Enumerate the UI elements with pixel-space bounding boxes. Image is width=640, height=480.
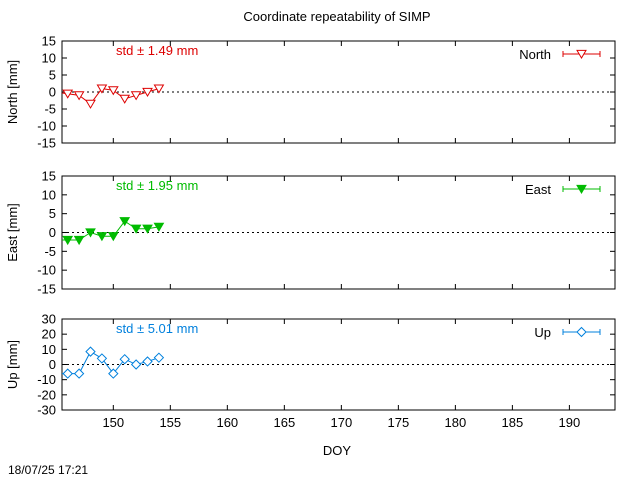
series-line-east [62,220,159,241]
data-point [62,89,74,99]
data-point [130,359,142,370]
x-tick-label: 155 [159,415,181,430]
data-point [85,346,96,357]
data-point [153,84,165,94]
y-tick-label: 5 [49,68,56,83]
data-point [85,228,96,238]
y-tick-label: 10 [42,187,56,202]
legend-marker [576,49,587,60]
y-tick-label: -5 [44,244,56,259]
data-point [73,368,85,379]
data-point [96,232,108,242]
y-tick-label: -5 [44,102,56,117]
timestamp: 18/07/25 17:21 [8,463,88,477]
data-point [73,91,85,101]
x-tick-label: 190 [559,415,581,430]
data-point [107,232,119,242]
legend-label: Up [534,325,551,340]
panel-east: 15 10 5 0 -5 -10 -15 East [mm] East std ± 1.95 mm [5,169,616,297]
x-tick-label: 165 [273,415,295,430]
legend-label: North [519,47,551,62]
y-tick-label: 10 [42,342,56,357]
y-tick-label: 0 [49,225,56,240]
panel-north: 15 10 5 0 -5 -10 -15 North [mm] North std ± 1.49 … [5,34,616,151]
data-point [119,217,131,227]
data-point [96,353,108,364]
data-point [142,224,153,234]
data-point [142,356,153,367]
y-axis-label: North [mm] [5,60,20,124]
std-annotation: std ± 1.49 mm [116,43,198,58]
std-annotation: std ± 1.95 mm [116,178,198,193]
data-point [108,368,119,379]
y-tick-label: -10 [37,372,56,387]
y-tick-label: 0 [49,357,56,372]
y-tick-label: 0 [49,85,56,100]
y-axis-label: East [mm] [5,203,20,262]
legend-label: East [525,182,551,197]
y-tick-label: 5 [49,206,56,221]
x-tick-label: 160 [216,415,238,430]
y-tick-label: -10 [37,263,56,278]
data-point [85,99,96,109]
x-tick-label: 180 [445,415,467,430]
data-point [130,224,142,234]
series-line-up [62,350,160,375]
x-tick-label: 150 [102,415,124,430]
data-point [119,94,131,104]
legend-marker [576,184,587,195]
std-annotation: std ± 5.01 mm [116,321,198,336]
x-tick-label: 185 [502,415,524,430]
data-point [73,235,85,246]
data-point [119,353,130,365]
y-axis-label: Up [mm] [5,340,20,389]
data-point [107,86,119,96]
chart-title: Coordinate repeatability of SIMP [243,9,430,24]
data-point [96,84,108,94]
series-line-north [61,88,160,105]
x-tick-label: 175 [388,415,410,430]
legend-marker [576,326,587,338]
data-point [153,352,165,363]
y-tick-label: 20 [42,327,56,342]
y-tick-label: 30 [42,312,56,327]
y-tick-label: -15 [37,282,56,297]
data-point [130,91,142,101]
y-tick-label: 10 [42,51,56,66]
y-tick-label: -20 [37,387,56,402]
data-point [142,87,153,98]
y-tick-label: 15 [42,169,56,184]
y-tick-label: -15 [37,136,56,151]
y-tick-label: -30 [37,403,56,418]
data-point [62,235,74,246]
data-point [62,368,73,379]
y-tick-label: -10 [37,119,56,134]
data-point [153,222,165,232]
y-tick-label: 15 [42,34,56,49]
x-tick-label: 170 [330,415,352,430]
x-axis-label: DOY [323,443,352,458]
chart-panels: 15 10 5 0 -5 -10 -15 North [mm] North std ± 1.49 … [5,34,616,458]
